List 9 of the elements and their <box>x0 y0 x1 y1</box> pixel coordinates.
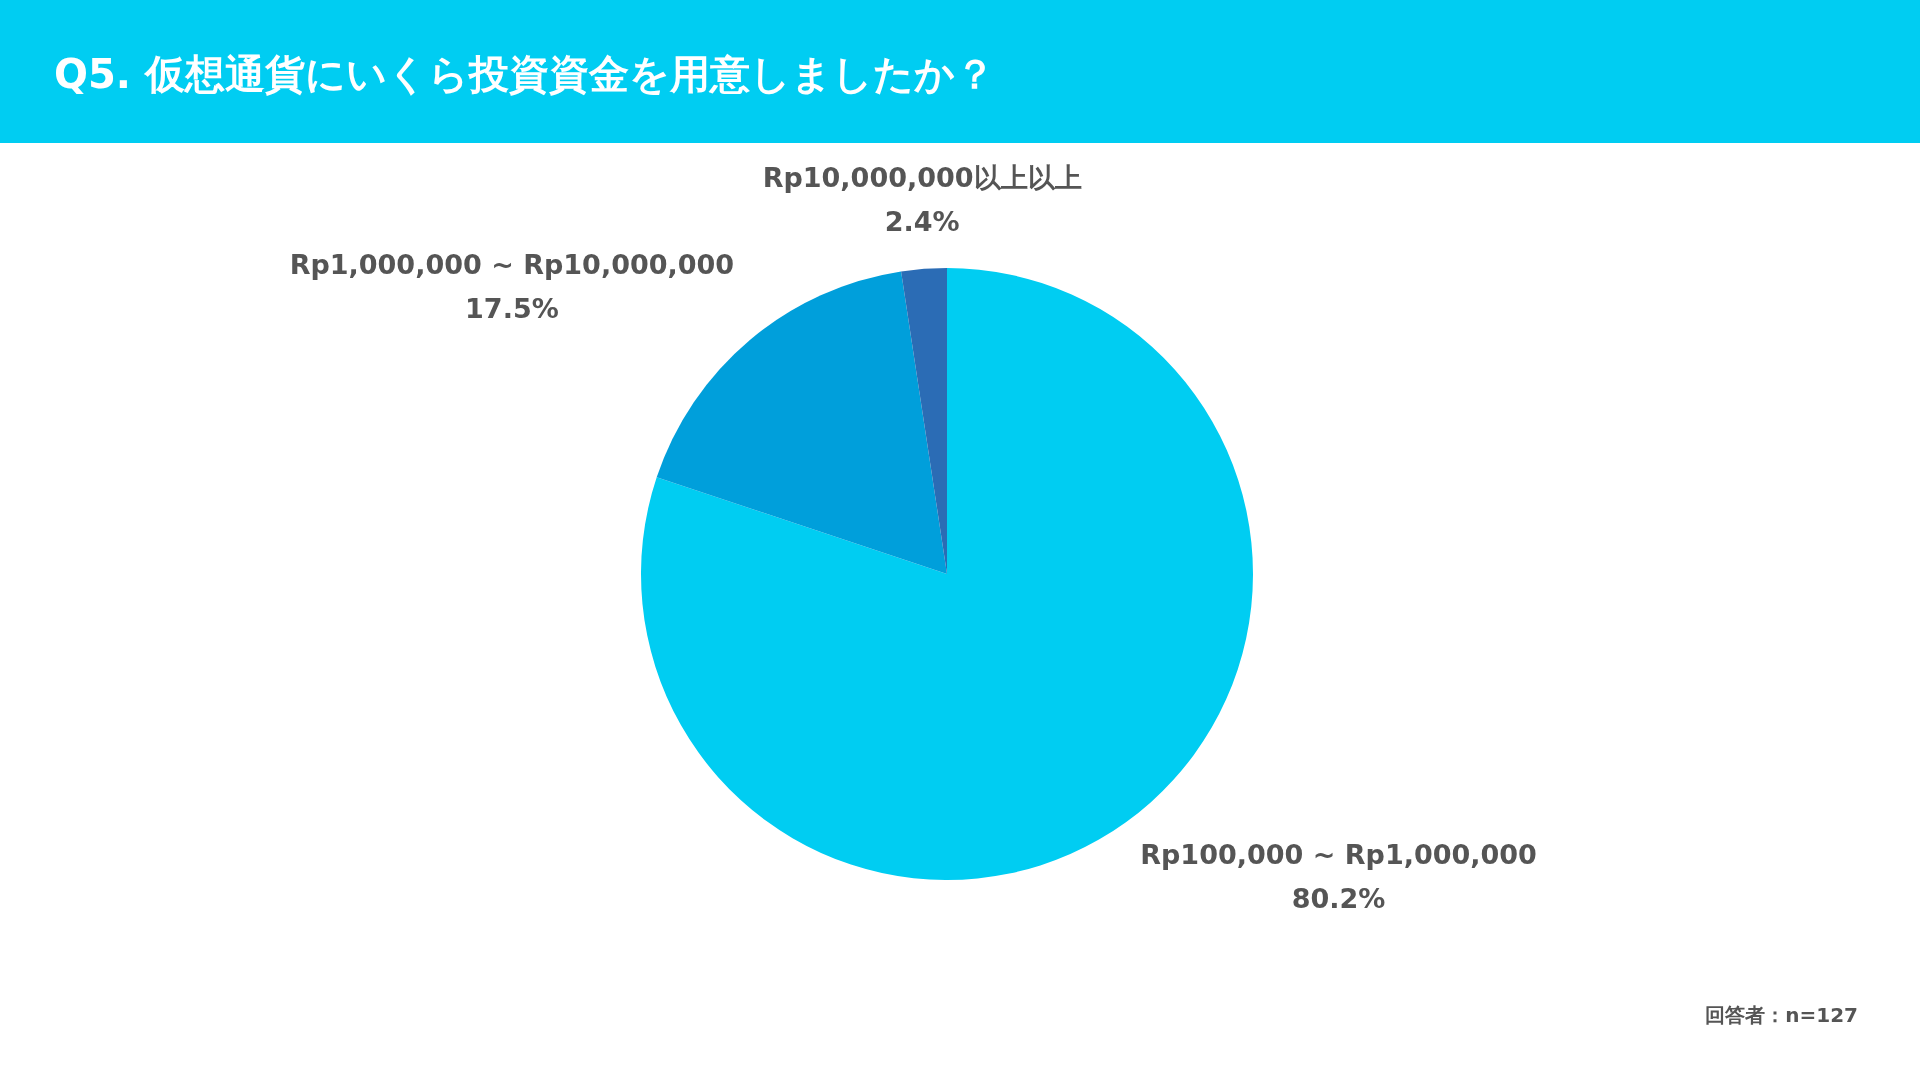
slice-label: Rp10,000,000以上以上 <box>762 161 1082 193</box>
slice-label: Rp1,000,000 ~ Rp10,000,000 <box>289 248 735 280</box>
chart-title: Q5. 仮想通貨にいくら投資資金を用意しましたか？ <box>54 51 995 97</box>
data-label: 17.5% <box>465 292 559 324</box>
data-label: 2.4% <box>884 205 960 237</box>
pie-slice <box>901 268 947 574</box>
data-label: 80.2% <box>1291 882 1386 914</box>
slice-label: Rp100,000 ~ Rp1,000,000 <box>1140 838 1537 870</box>
text: 回答者：n=127 <box>1705 1003 1858 1027</box>
